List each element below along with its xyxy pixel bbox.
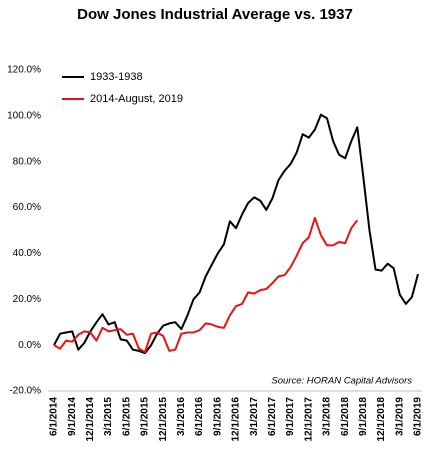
x-tick-label: 6/1/2016 (194, 397, 205, 436)
x-tick-label: 3/1/2018 (322, 397, 333, 436)
y-tick-label: 40.0% (13, 248, 41, 259)
x-tick-label: 3/1/2016 (176, 397, 187, 436)
x-tick-label: 3/1/2015 (103, 397, 114, 436)
y-tick-label: 120.0% (7, 65, 41, 76)
x-tick-label: 9/1/2015 (140, 397, 151, 436)
x-tick-label: 9/1/2014 (67, 397, 78, 436)
x-tick-label: 9/1/2017 (285, 397, 296, 436)
y-tick-label: 20.0% (13, 294, 41, 305)
y-tick-label: 80.0% (13, 156, 41, 167)
series-line (53, 113, 419, 355)
x-tick-label: 12/1/2016 (231, 397, 242, 442)
x-tick-label: 6/1/2019 (413, 397, 424, 436)
y-tick-label: 60.0% (13, 202, 41, 213)
x-tick-label: 6/1/2014 (49, 397, 60, 436)
x-tick-label: 12/1/2014 (85, 397, 96, 442)
x-tick-label: 12/1/2018 (376, 397, 387, 442)
x-tick-label: 9/1/2016 (212, 397, 223, 436)
y-tick-label: 100.0% (7, 110, 41, 121)
chart-title: Dow Jones Industrial Average vs. 1937 (77, 6, 353, 23)
x-tick-label: 12/1/2017 (303, 397, 314, 442)
legend-label: 2014-August, 2019 (90, 93, 183, 105)
series-line (53, 216, 359, 353)
legend-label: 1933-1938 (90, 71, 143, 83)
source-note: Source: HORAN Capital Advisors (271, 376, 412, 387)
x-tick-label: 3/1/2019 (394, 397, 405, 436)
y-tick-label: 0.0% (18, 340, 41, 351)
y-tick-label: -20.0% (9, 386, 41, 397)
x-tick-label: 3/1/2017 (249, 397, 260, 436)
x-tick-label: 12/1/2015 (158, 397, 169, 442)
x-tick-label: 6/1/2018 (340, 397, 351, 436)
x-tick-label: 6/1/2017 (267, 397, 278, 436)
x-tick-label: 9/1/2018 (358, 397, 369, 436)
x-tick-label: 6/1/2015 (121, 397, 132, 436)
